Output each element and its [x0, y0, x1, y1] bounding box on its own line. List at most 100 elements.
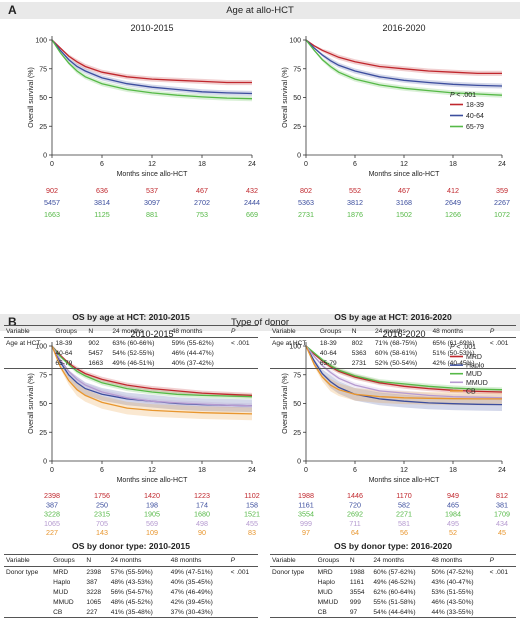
at-risk-value: 1521: [244, 510, 260, 519]
table-row: Donor type MRD 2398 57% (55-59%) 49% (47-51%…: [4, 567, 258, 578]
table-donor-2016-2020: OS by donor type: 2016-2020 Variable Group…: [270, 538, 516, 618]
series-line-65-79: [51, 39, 253, 100]
table-cell: 63% (60-66%): [112, 339, 155, 347]
at-risk-value: 455: [246, 519, 258, 528]
table-cell: 71% (68-75%): [374, 339, 418, 347]
table-header-cell: Variable: [270, 554, 316, 567]
table-cell: [4, 607, 52, 618]
ci-band-CB: [52, 346, 252, 421]
table-row: Haplo 387 48% (43-53%) 40% (35-45%): [4, 577, 258, 587]
at-risk-value: 250: [96, 500, 108, 509]
x-tick-label: 0: [304, 467, 308, 474]
table-header-cell: 48 months: [429, 554, 488, 567]
y-tick-label: 0: [297, 153, 301, 160]
at-risk-value: 1446: [347, 491, 363, 500]
table-cell: 3554: [349, 588, 365, 596]
at-risk-value: 1161: [298, 500, 313, 509]
at-risk-value: 902: [46, 186, 58, 195]
table-cell: 46% (44-47%): [171, 349, 214, 357]
table-cell: [487, 358, 516, 369]
table-cell: [487, 607, 516, 618]
table-header-cell: 24 months: [110, 325, 170, 338]
table-cell: 57% (55-59%): [110, 568, 153, 576]
table-cell: 55% (51-58%): [373, 598, 416, 606]
y-tick-label: 25: [39, 124, 47, 131]
table-cell: Donor type: [272, 568, 305, 576]
table-cell: MUD: [53, 588, 69, 596]
table-cell: 62% (60-64%): [373, 588, 416, 596]
table-cell: MRD: [317, 568, 333, 576]
at-risk-value: 467: [398, 186, 410, 195]
table-row: Age at HCT 18-39 902 63% (60-66%) 59% (55-62…: [4, 338, 258, 349]
table-header-cell: N: [349, 325, 373, 338]
y-tick-label: 50: [39, 401, 47, 408]
table-cell: 48% (45-52%): [110, 598, 153, 606]
y-axis-label: Overall survival (%): [28, 373, 35, 434]
km-plot-2: 2016-2020 0 25 50 75 100 0 6 12 18 24 Months since …: [282, 23, 510, 219]
x-tick-label: 12: [148, 467, 156, 474]
table-cell: 65-79: [53, 358, 87, 369]
x-tick-label: 0: [304, 161, 308, 168]
table-cell: [229, 358, 258, 369]
y-axis-label: Overall survival (%): [282, 67, 289, 128]
x-tick-label: 6: [100, 161, 104, 168]
table-row: 40-64 5457 54% (52-55%) 46% (44-47%): [4, 348, 258, 358]
at-risk-value: 1502: [396, 210, 412, 219]
at-risk-value: 949: [447, 491, 459, 500]
at-risk-value: 1984: [445, 510, 461, 519]
x-tick-label: 18: [449, 161, 457, 168]
table-cell: 37% (30-43%): [168, 607, 229, 618]
table-cell: < .001: [489, 339, 509, 347]
table-header-cell: 48 months: [168, 554, 229, 567]
x-tick-label: 12: [400, 161, 408, 168]
table-cell: [229, 577, 258, 587]
y-tick-label: 25: [293, 430, 301, 437]
at-risk-value: 2444: [244, 198, 260, 207]
table-cell: 49% (46-52%): [373, 578, 416, 586]
table-cell: 97: [347, 607, 372, 618]
table-cell: 46% (43-50%): [431, 598, 474, 606]
ci-band-40-64: [52, 40, 252, 96]
table-cell: MRD: [53, 568, 69, 576]
table-row: CB 97 54% (44-64%) 44% (33-55%): [270, 607, 516, 618]
series-line-CB: [305, 345, 502, 400]
table-header-cell: Variable: [270, 325, 318, 338]
at-risk-value: 467: [196, 186, 208, 195]
y-tick-label: 75: [293, 372, 301, 379]
table-row: CB 227 41% (35-48%) 37% (30-43%): [4, 607, 258, 618]
at-risk-value: 434: [496, 519, 508, 528]
series-line-65-79: [305, 39, 503, 96]
table-cell: 42% (39-45%): [170, 598, 213, 606]
ci-band-MMUD: [306, 346, 502, 401]
legend-label-40-64: 40-64: [466, 113, 484, 120]
table-row: Haplo 1161 49% (46-52%) 43% (40-47%): [270, 577, 516, 587]
table-cell: 1161: [349, 578, 365, 586]
table-cell: 44% (33-55%): [429, 607, 488, 618]
table-row: MUD 3554 62% (60-64%) 53% (51-55%): [270, 587, 516, 597]
series-line-Haplo: [305, 345, 503, 406]
ci-band-65-79: [306, 40, 502, 98]
table-cell: 51% (50-53%): [432, 349, 475, 357]
x-axis-label: Months since allo-HCT: [117, 171, 189, 178]
table-cell: Donor type: [6, 568, 39, 576]
table-cell: 40% (35-45%): [170, 578, 213, 586]
table-cell: 42% (40-45%): [430, 358, 488, 369]
table-cell: [270, 597, 316, 607]
at-risk-value: 1420: [144, 491, 160, 500]
at-risk-value: 1223: [194, 491, 210, 500]
plot-title: 2010-2015: [130, 23, 173, 33]
at-risk-value: 5363: [298, 198, 314, 207]
km-plot-1: 2010-2015 0 25 50 75 100 0 6 12 18 24 Months since …: [28, 23, 260, 219]
table-row: MMUD 999 55% (51-58%) 46% (43-50%): [270, 597, 516, 607]
ci-band-MUD: [306, 346, 502, 393]
p-value-label: P < .001: [450, 344, 476, 351]
table-cell: 999: [349, 598, 361, 606]
table-cell: < .001: [489, 568, 509, 576]
table-header-cell: P: [487, 325, 516, 338]
table-cell: [229, 587, 258, 597]
at-risk-value: 109: [146, 528, 158, 537]
table-cell: 49% (46-51%): [110, 358, 170, 369]
legend-label-MUD: MUD: [466, 371, 482, 378]
